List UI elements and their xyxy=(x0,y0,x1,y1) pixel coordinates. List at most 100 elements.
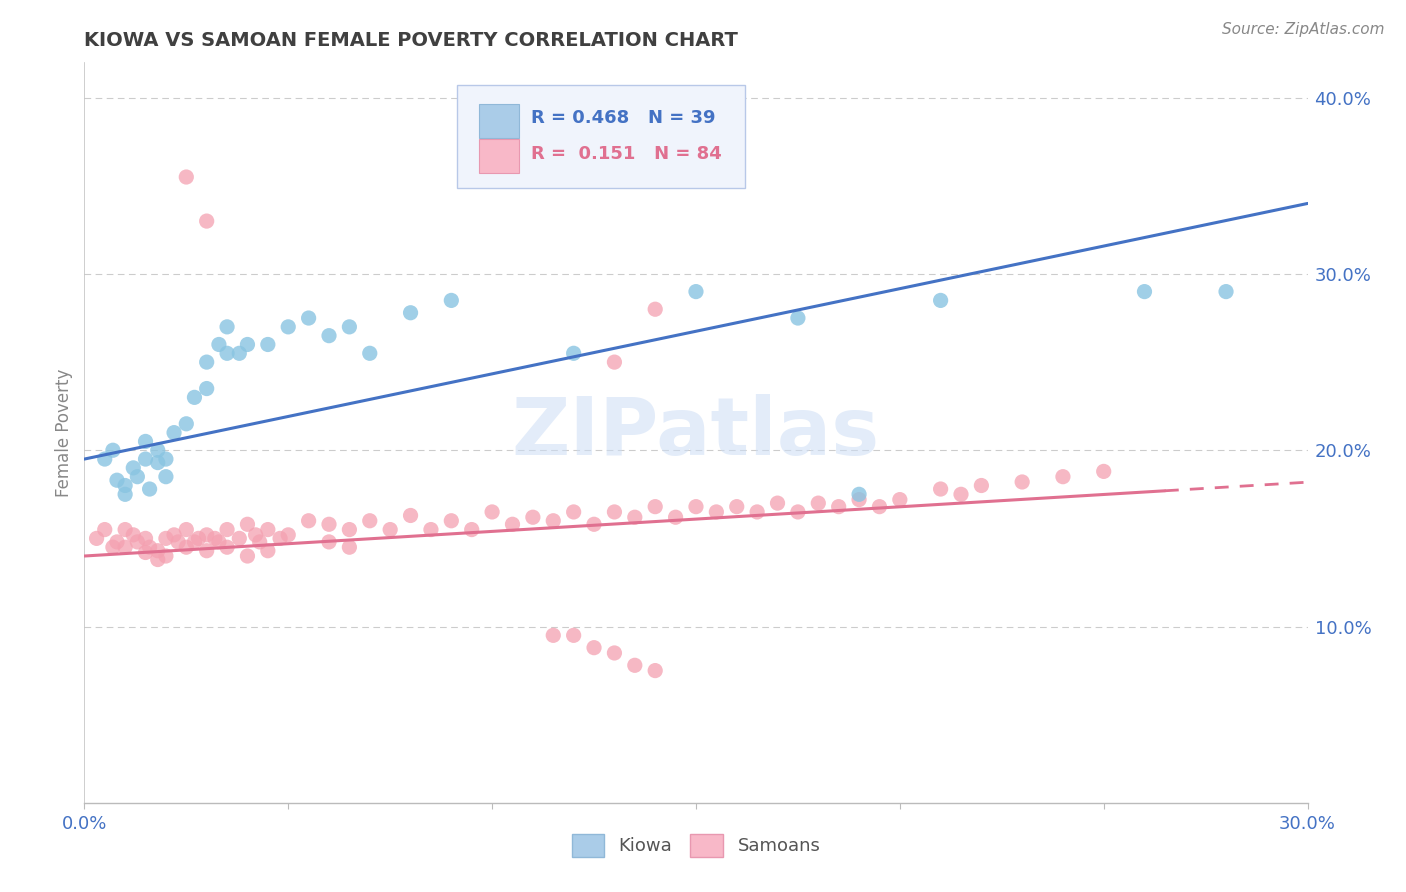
Point xyxy=(950,487,973,501)
Point xyxy=(1133,285,1156,299)
Point xyxy=(163,425,186,440)
Point xyxy=(135,434,157,449)
Point xyxy=(146,443,169,458)
Point xyxy=(603,505,626,519)
Point xyxy=(603,355,626,369)
Point xyxy=(155,469,177,483)
Point xyxy=(204,532,226,546)
Point xyxy=(583,640,606,655)
Point xyxy=(929,293,952,308)
Point xyxy=(747,505,769,519)
Point xyxy=(440,293,463,308)
Point xyxy=(318,328,340,343)
Point xyxy=(93,452,115,467)
Point xyxy=(543,514,565,528)
Point xyxy=(562,628,585,642)
Point xyxy=(399,306,422,320)
Point xyxy=(195,214,218,228)
Text: R =  0.151   N = 84: R = 0.151 N = 84 xyxy=(531,145,721,162)
Point xyxy=(359,346,381,360)
Point xyxy=(228,532,250,546)
Point xyxy=(624,510,647,524)
Point xyxy=(127,535,149,549)
Point xyxy=(195,355,218,369)
Point xyxy=(155,549,177,563)
Point xyxy=(101,540,124,554)
Point xyxy=(869,500,891,514)
Point xyxy=(257,543,280,558)
Point xyxy=(420,523,443,537)
Point xyxy=(217,540,239,554)
Point xyxy=(766,496,789,510)
Point xyxy=(135,545,157,559)
Point xyxy=(257,337,280,351)
Point xyxy=(848,487,870,501)
Point xyxy=(105,535,128,549)
Point xyxy=(127,469,149,483)
Point xyxy=(167,535,190,549)
Text: R = 0.468   N = 39: R = 0.468 N = 39 xyxy=(531,109,716,127)
Point xyxy=(1215,285,1237,299)
Point xyxy=(399,508,422,523)
Point xyxy=(174,169,197,184)
Point xyxy=(929,482,952,496)
Point xyxy=(208,337,231,351)
Point xyxy=(236,517,259,532)
Point xyxy=(135,532,157,546)
Point xyxy=(86,532,108,546)
Point xyxy=(359,514,381,528)
Point xyxy=(163,528,186,542)
Point xyxy=(380,523,402,537)
Point xyxy=(685,500,707,514)
Point xyxy=(583,517,606,532)
Point xyxy=(257,523,280,537)
Point xyxy=(114,487,136,501)
Point xyxy=(970,478,993,492)
Point xyxy=(174,417,197,431)
FancyBboxPatch shape xyxy=(457,85,745,188)
Point xyxy=(135,452,157,467)
Point xyxy=(644,664,666,678)
Point xyxy=(787,311,810,326)
Point xyxy=(339,540,361,554)
Point xyxy=(828,500,851,514)
Point xyxy=(277,319,299,334)
Text: Source: ZipAtlas.com: Source: ZipAtlas.com xyxy=(1222,22,1385,37)
Point xyxy=(195,543,218,558)
Point xyxy=(174,523,197,537)
Point xyxy=(298,311,321,326)
FancyBboxPatch shape xyxy=(479,139,519,173)
Point xyxy=(644,500,666,514)
Point xyxy=(236,337,259,351)
Point xyxy=(1011,475,1033,489)
Point xyxy=(461,523,484,537)
Point xyxy=(183,535,205,549)
Point xyxy=(155,532,177,546)
FancyBboxPatch shape xyxy=(479,103,519,138)
Point xyxy=(174,540,197,554)
Point xyxy=(101,443,124,458)
Point xyxy=(217,346,239,360)
Point xyxy=(195,528,218,542)
Point xyxy=(183,390,205,404)
Point xyxy=(122,528,145,542)
Point xyxy=(706,505,728,519)
Point xyxy=(245,528,267,542)
Point xyxy=(269,532,291,546)
Point xyxy=(122,461,145,475)
Point xyxy=(1052,469,1074,483)
Point xyxy=(644,302,666,317)
Point xyxy=(725,500,748,514)
Point xyxy=(481,505,503,519)
Text: ZIPatlas: ZIPatlas xyxy=(512,393,880,472)
Point xyxy=(105,473,128,487)
Point xyxy=(522,510,544,524)
Point xyxy=(208,535,231,549)
Point xyxy=(298,514,321,528)
Point xyxy=(114,540,136,554)
Point xyxy=(543,628,565,642)
Y-axis label: Female Poverty: Female Poverty xyxy=(55,368,73,497)
Point xyxy=(249,535,271,549)
Point xyxy=(685,285,707,299)
Point xyxy=(603,646,626,660)
